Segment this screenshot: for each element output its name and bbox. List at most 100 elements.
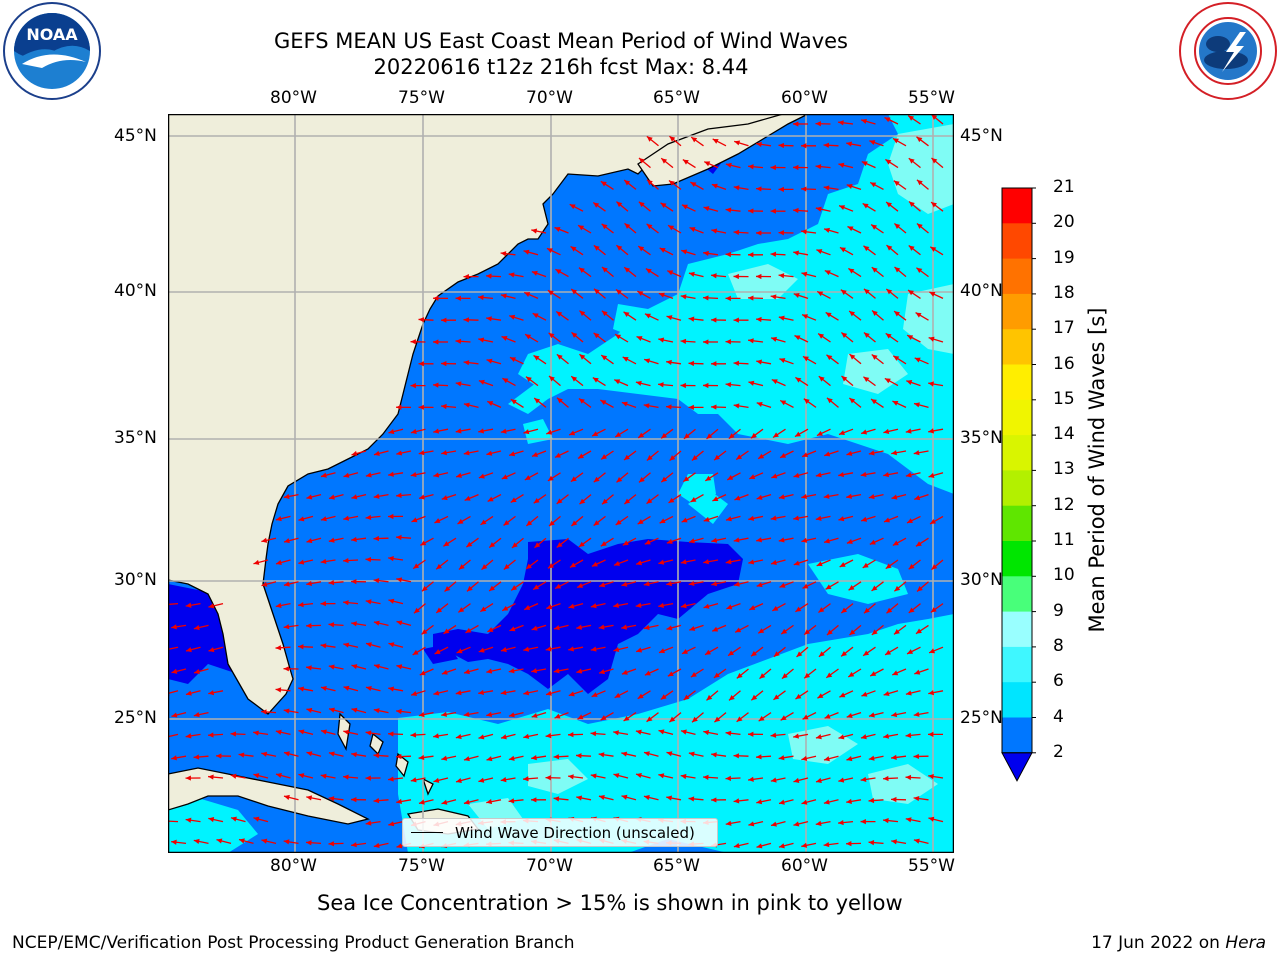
wind-arrow-head xyxy=(616,245,623,251)
wind-arrow-head xyxy=(261,537,268,543)
wind-arrow-head xyxy=(885,333,892,339)
wind-arrow-head xyxy=(892,400,899,406)
wind-arrow-head xyxy=(441,755,448,761)
wind-arrow-head xyxy=(756,230,762,236)
wind-arrow-head xyxy=(690,182,697,188)
wind-arrow-head xyxy=(486,273,492,279)
wind-arrow-head xyxy=(884,117,891,123)
wind-arrow-head xyxy=(929,648,936,654)
wind-arrow-head xyxy=(756,494,763,500)
wind-arrow-head xyxy=(511,585,518,591)
wind-arrow-head xyxy=(486,668,493,674)
wind-arrow-head xyxy=(320,558,327,565)
wind-arrow-head xyxy=(443,541,450,547)
wind-arrow-head xyxy=(185,647,192,653)
wind-arrow-head xyxy=(915,628,922,634)
wind-arrow-head xyxy=(569,430,576,436)
wind-arrow-head xyxy=(793,164,799,171)
wind-arrow-head xyxy=(771,473,778,479)
wind-arrow-head xyxy=(298,602,304,608)
wind-arrow-head xyxy=(306,751,313,757)
wind-arrow-head xyxy=(510,399,517,405)
lat-label-left: 45°N xyxy=(114,126,157,146)
wind-arrow-head xyxy=(817,291,824,297)
wind-arrow-head xyxy=(756,359,763,365)
wind-arrow-head xyxy=(795,693,802,700)
wind-arrow-head xyxy=(823,142,830,148)
wind-arrow-head xyxy=(824,227,830,233)
wind-arrow-head xyxy=(704,161,711,167)
wind-arrow-head xyxy=(600,715,607,721)
wind-arrow-head xyxy=(870,182,877,188)
us-east-coast xyxy=(168,114,809,715)
wind-arrow-head xyxy=(725,730,732,736)
wind-arrow-head xyxy=(526,520,533,526)
wind-arrow-head xyxy=(328,751,335,757)
wind-arrow-head xyxy=(712,496,719,502)
wind-arrow-head xyxy=(824,756,830,762)
wind-arrow-head xyxy=(306,538,313,544)
lon-label-bottom: 65°W xyxy=(653,856,700,876)
wind-arrow-head xyxy=(883,691,890,697)
wind-arrow-head xyxy=(365,775,371,781)
wind-arrow-head xyxy=(486,316,492,322)
wind-arrow-head xyxy=(598,624,605,630)
wind-arrow-head xyxy=(622,540,629,546)
wind-arrow-head xyxy=(343,515,350,521)
wind-arrow-head xyxy=(351,752,357,758)
wind-arrow-head xyxy=(185,602,192,608)
wind-arrow-head xyxy=(849,629,856,636)
wind-arrow-head xyxy=(624,454,630,461)
wind-arrow-head xyxy=(778,843,785,849)
wind-arrow-head xyxy=(801,143,807,149)
wind-arrow-head xyxy=(283,666,289,672)
wind-arrow-head xyxy=(365,472,372,478)
wind-arrow-head xyxy=(930,518,937,524)
wind-arrow-head xyxy=(712,626,719,632)
wind-arrow-head xyxy=(455,381,462,387)
wind-arrow-head xyxy=(320,516,327,522)
wind-arrow-head xyxy=(373,752,380,759)
wind-arrow-head xyxy=(712,138,719,144)
wind-arrow-head xyxy=(885,563,892,569)
wind-arrow-head xyxy=(725,775,732,781)
wind-arrow-head xyxy=(748,252,754,258)
wind-arrow-head xyxy=(636,560,643,566)
wind-arrow-head xyxy=(478,777,485,783)
wind-arrow-head xyxy=(298,773,305,779)
wind-arrow-head xyxy=(733,581,740,587)
wind-arrow-head xyxy=(816,561,823,567)
wind-arrow-head xyxy=(373,620,380,626)
wind-arrow-head xyxy=(756,316,762,323)
wind-arrow-head xyxy=(691,455,698,461)
wind-arrow-head xyxy=(624,180,631,186)
wind-arrow-head xyxy=(396,843,403,849)
wind-arrow-head xyxy=(261,838,268,844)
wind-arrow-head xyxy=(801,799,808,805)
wind-arrow-head xyxy=(489,585,496,591)
wind-arrow-head xyxy=(860,734,867,740)
wind-arrow-head xyxy=(487,627,494,632)
wind-arrow-head xyxy=(863,607,870,614)
wind-arrow-head xyxy=(261,709,267,715)
colorbar-tick-label: 12 xyxy=(1053,494,1075,515)
wind-arrow-head xyxy=(343,557,349,564)
wind-arrow-head xyxy=(328,664,335,670)
wind-arrow-head xyxy=(846,450,853,456)
wind-arrow-head xyxy=(931,157,938,164)
date-text: 17 Jun 2022 on xyxy=(1091,933,1220,953)
wind-arrow-head xyxy=(824,713,831,719)
wind-arrow-head xyxy=(893,180,900,186)
wind-arrow-head xyxy=(733,185,740,191)
wind-arrow-head xyxy=(600,400,607,406)
wind-arrow-head xyxy=(568,646,575,652)
wind-arrow-head xyxy=(577,582,584,588)
wind-arrow-head xyxy=(780,715,787,721)
wind-arrow-head xyxy=(419,670,426,676)
wind-arrow-head xyxy=(893,629,900,635)
wind-arrow-head xyxy=(388,821,395,827)
wind-arrow-head xyxy=(283,538,290,544)
lon-label-bottom: 55°W xyxy=(908,856,955,876)
wind-arrow-head xyxy=(658,729,665,735)
wind-arrow-head xyxy=(434,518,441,523)
